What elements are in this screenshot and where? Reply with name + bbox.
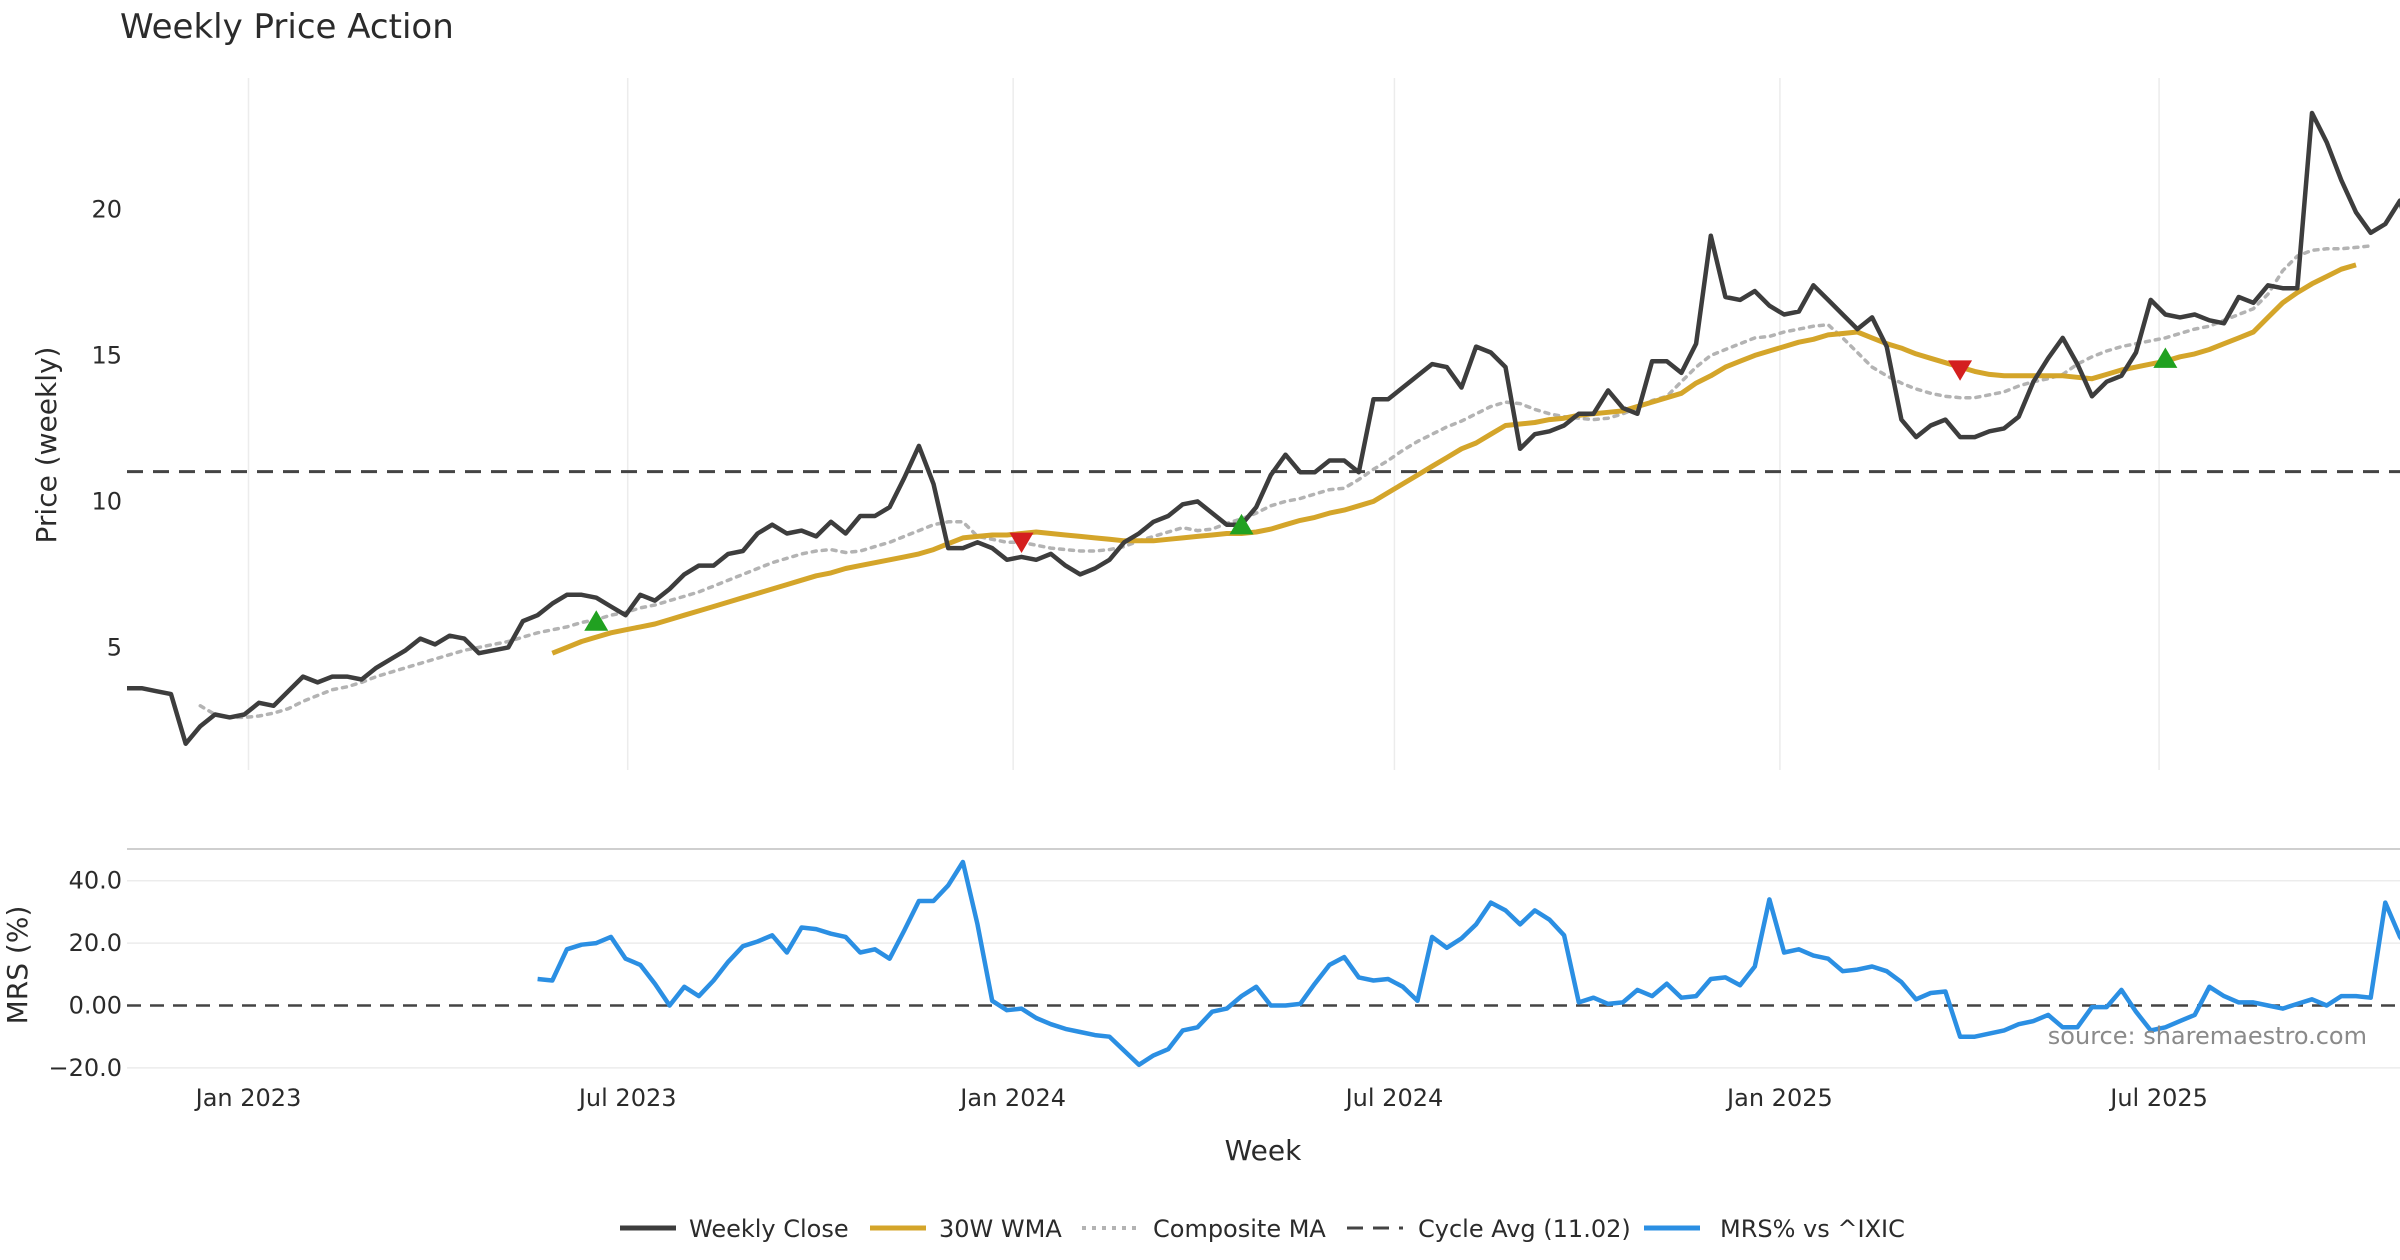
- weekly-close-line: [127, 110, 2400, 746]
- price-y-tick-label: 20: [91, 195, 122, 223]
- mrs-y-ticks: 40.0 20.0 0.00 −20.0: [48, 867, 122, 1082]
- x-tick-label: Jul 2024: [1344, 1084, 1444, 1112]
- sell-signal-marker: [1948, 360, 1973, 381]
- source-credit: source: sharemaestro.com: [2048, 1022, 2367, 1050]
- legend-item-label: Weekly Close: [689, 1215, 849, 1243]
- x-ticks: Jan 2023 Jul 2023 Jan 2024 Jul 2024 Jan 2025…: [194, 1084, 2208, 1112]
- sell-signal-marker: [1009, 532, 1034, 554]
- mrs-y-tick-label: 40.0: [69, 867, 122, 895]
- x-tick-label: Jan 2025: [1725, 1084, 1833, 1112]
- buy-signal-marker: [1229, 513, 1254, 535]
- x-tick-label: Jan 2024: [958, 1084, 1066, 1112]
- x-tick-label: Jan 2023: [194, 1084, 302, 1112]
- mrs-series: [127, 859, 2400, 1068]
- x-axis-label: Week: [1225, 1134, 1302, 1167]
- mrs-y-tick-label: −20.0: [48, 1054, 122, 1082]
- chart-title: Weekly Price Action: [120, 7, 454, 47]
- price-series: [127, 110, 2400, 746]
- legend: Weekly Close 30W WMA Composite MA Cycle Avg…: [620, 1215, 1905, 1243]
- price-y-tick-label: 5: [107, 633, 122, 661]
- legend-item-label: MRS% vs ^IXIC: [1720, 1215, 1905, 1243]
- mrs-y-axis-label: MRS (%): [1, 906, 34, 1025]
- legend-item-label: Cycle Avg (11.02): [1418, 1215, 1631, 1243]
- legend-item-label: 30W WMA: [939, 1215, 1062, 1243]
- mrs-y-tick-label: 20.0: [69, 929, 122, 957]
- buy-signal-marker: [2153, 347, 2178, 368]
- legend-item-label: Composite MA: [1153, 1215, 1326, 1243]
- price-y-ticks: 5 10 15 20: [91, 195, 122, 661]
- price-panel-grid: [247, 78, 2160, 770]
- wma30-line: [551, 262, 2357, 656]
- composite-ma-line: [198, 244, 2373, 720]
- mrs-y-tick-label: 0.00: [69, 991, 122, 1019]
- mrs-line: [537, 859, 2400, 1068]
- price-y-axis-label: Price (weekly): [30, 347, 63, 544]
- x-tick-label: Jul 2025: [2108, 1084, 2208, 1112]
- signal-markers: [584, 347, 2178, 631]
- price-y-tick-label: 10: [91, 487, 122, 515]
- price-y-tick-label: 15: [91, 341, 122, 369]
- x-tick-label: Jul 2023: [577, 1084, 677, 1112]
- buy-signal-marker: [584, 610, 609, 631]
- mrs-panel-grid: [127, 879, 2400, 1069]
